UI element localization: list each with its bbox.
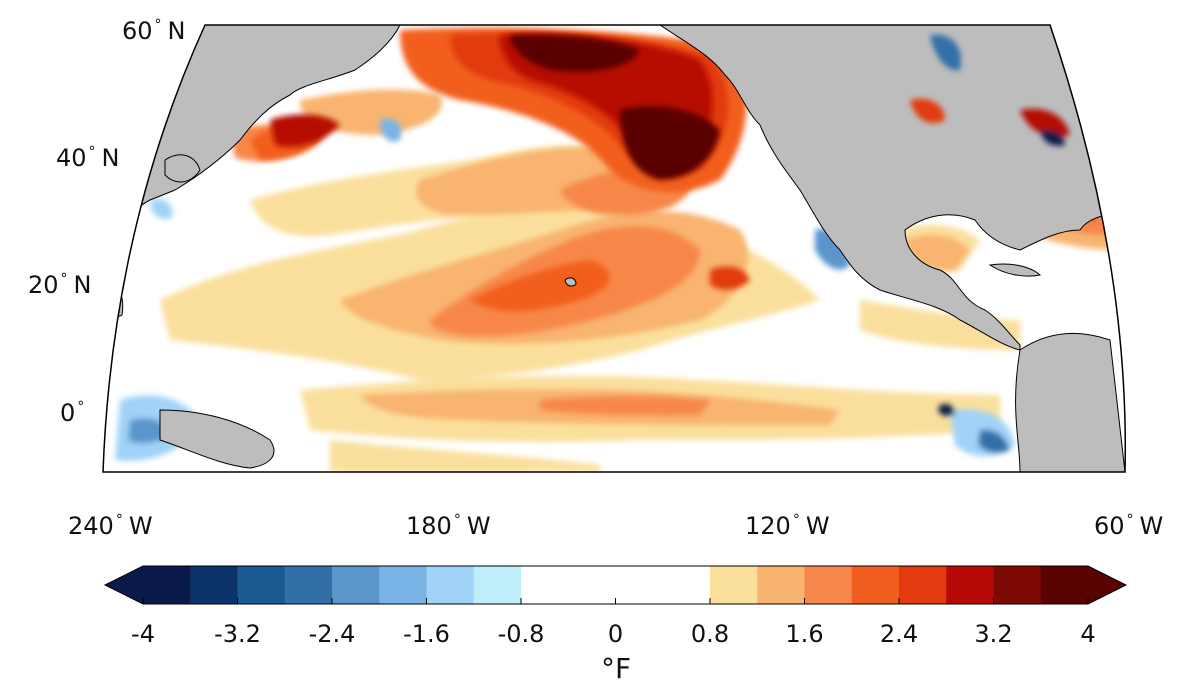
colorbar-swatch <box>1040 566 1089 604</box>
colorbar-swatch <box>284 566 333 604</box>
land-water-anomalies <box>910 34 1070 146</box>
anomaly-band-extreme <box>510 34 720 180</box>
colorbar-swatch <box>757 566 806 604</box>
japan <box>164 154 201 183</box>
south-america <box>1015 332 1126 472</box>
colorbar-swatch <box>426 566 475 604</box>
colorbar-swatch <box>332 566 380 604</box>
hawaii <box>564 277 577 287</box>
lon-label-60w: 60 ° W <box>1094 512 1164 540</box>
colorbar-tick-label: 0.8 <box>690 620 730 648</box>
colorbar-swatch <box>521 566 569 604</box>
lat-label-60n: 60 ° N <box>122 17 186 45</box>
colorbar-swatch <box>568 566 617 604</box>
colorbar-swatch <box>804 566 853 604</box>
colorbar-tick-label: 1.6 <box>785 620 824 648</box>
lat-label-40n: 40 ° N <box>56 144 120 172</box>
colorbar-tick-label: -2.4 <box>308 620 356 648</box>
colorbar-tick-label: -3.2 <box>214 620 261 648</box>
lat-label-0: 0 ° <box>60 399 85 427</box>
colorbar-swatch <box>993 566 1042 604</box>
colorbar-swatch <box>615 566 664 604</box>
colorbar-tick-label: -1.6 <box>403 620 450 648</box>
colorbar-swatch <box>237 566 286 604</box>
colorbar-swatch <box>851 566 900 604</box>
map-field <box>103 25 1126 472</box>
colorbar-swatch <box>946 566 995 604</box>
colorbar-max-extension <box>1088 566 1126 604</box>
colorbar-tick-label: -4 <box>131 620 155 648</box>
colorbar-swatch <box>473 566 522 604</box>
landmasses <box>109 25 1126 472</box>
colorbar-units-label: °F <box>600 652 632 685</box>
colorbar-swatch <box>143 566 191 604</box>
cuba <box>988 263 1042 277</box>
colorbar-tick-label: 4 <box>1080 620 1096 648</box>
colorbar-swatch <box>662 566 711 604</box>
colorbar-swatch <box>190 566 239 604</box>
colorbar-tick-label: 0 <box>607 620 624 648</box>
lon-label-180w: 180 ° W <box>406 512 491 540</box>
colorbar-tick-label: 3.2 <box>974 620 1013 648</box>
colorbar <box>103 565 1128 605</box>
colorbar-min-extension <box>105 566 143 604</box>
new-guinea <box>159 409 275 469</box>
colorbar-swatch <box>710 566 758 604</box>
colorbar-swatch <box>899 566 947 604</box>
colorbar-tick-label: -0.8 <box>497 620 545 648</box>
lat-label-20n: 20 ° N <box>28 271 92 299</box>
lon-label-120w: 120 ° W <box>745 512 830 540</box>
lon-label-240w: 240 ° W <box>68 512 153 540</box>
map-frame <box>102 24 1127 473</box>
colorbar-swatch <box>379 566 428 604</box>
colorbar-tick-label: 2.4 <box>879 620 919 648</box>
